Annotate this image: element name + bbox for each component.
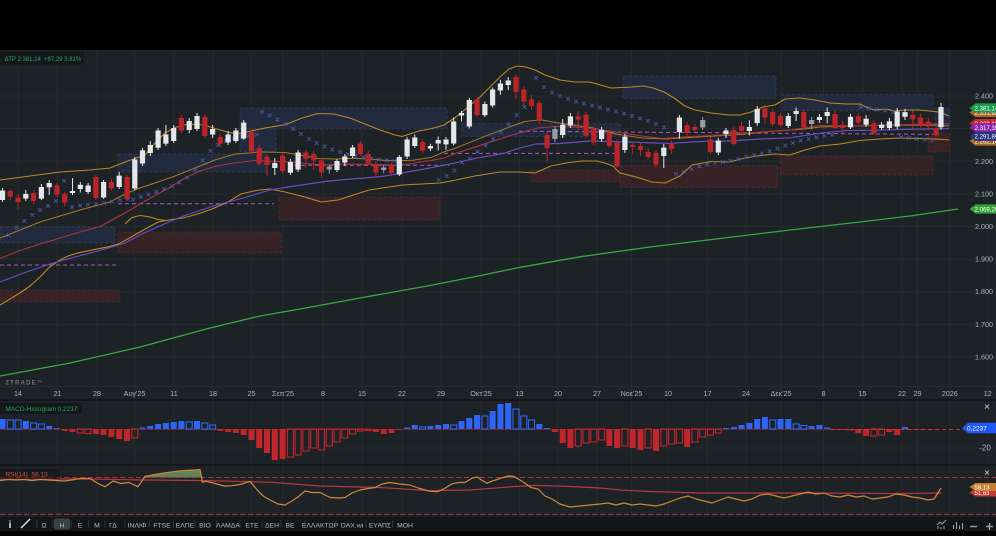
svg-text:2.317,35: 2.317,35	[975, 125, 996, 132]
svg-text:0,2237: 0,2237	[967, 425, 987, 432]
svg-text:FTSE: FTSE	[153, 523, 171, 530]
svg-text:Νοε'25: Νοε'25	[621, 389, 643, 398]
svg-text:13: 13	[516, 389, 524, 398]
svg-text:29: 29	[437, 389, 445, 398]
svg-text:i: i	[9, 520, 12, 531]
svg-text:ΕΤΕ: ΕΤΕ	[245, 523, 259, 530]
svg-text:10: 10	[664, 389, 672, 398]
svg-text:8: 8	[822, 389, 826, 398]
svg-text:25: 25	[248, 389, 256, 398]
svg-text:29: 29	[914, 389, 922, 398]
svg-text:✕: ✕	[984, 469, 991, 478]
svg-text:58,13: 58,13	[975, 485, 991, 491]
svg-text:+87,29 3,81%: +87,29 3,81%	[44, 57, 82, 63]
svg-text:ΕΛΠΕ: ΕΛΠΕ	[176, 523, 195, 530]
svg-text:Σεπ'25: Σεπ'25	[272, 389, 294, 398]
svg-text:24: 24	[742, 389, 750, 398]
svg-text:8: 8	[321, 389, 325, 398]
svg-text:-20: -20	[979, 444, 991, 453]
svg-text:2.069,20: 2.069,20	[975, 206, 996, 213]
svg-text:DAX.wi: DAX.wi	[341, 523, 364, 530]
svg-text:20: 20	[554, 389, 562, 398]
svg-text:ΔΤΡ 2.381,14: ΔΤΡ 2.381,14	[5, 57, 42, 63]
svg-text:ΕΛΛΑΚΤΩΡ: ΕΛΛΑΚΤΩΡ	[302, 523, 339, 530]
svg-text:Αυγ'25: Αυγ'25	[124, 389, 146, 398]
svg-text:Ω: Ω	[41, 523, 46, 530]
svg-text:ΔΕΗ: ΔΕΗ	[265, 523, 279, 530]
svg-text:Ε: Ε	[78, 523, 83, 530]
svg-text:1.900: 1.900	[975, 255, 993, 264]
svg-text:ΒΕ: ΒΕ	[285, 523, 295, 530]
svg-text:27: 27	[593, 389, 601, 398]
svg-text:2.100: 2.100	[975, 189, 993, 198]
svg-text:Η: Η	[60, 523, 65, 530]
svg-text:51,63: 51,63	[975, 491, 991, 497]
svg-text:22: 22	[398, 389, 406, 398]
svg-text:ΙΝΛΙΦ: ΙΝΛΙΦ	[128, 523, 147, 530]
svg-text:21: 21	[54, 389, 62, 398]
svg-text:2.400: 2.400	[975, 92, 993, 101]
svg-text:17: 17	[704, 389, 712, 398]
svg-text:1.700: 1.700	[975, 320, 993, 329]
svg-text:Δεκ'25: Δεκ'25	[771, 389, 792, 398]
svg-text:1.600: 1.600	[975, 353, 993, 362]
svg-text:0,2237: 0,2237	[58, 406, 78, 413]
svg-text:1.800: 1.800	[975, 287, 993, 296]
svg-text:22: 22	[898, 389, 906, 398]
svg-text:11: 11	[170, 389, 177, 398]
svg-text:ΜΟΗ: ΜΟΗ	[397, 523, 413, 530]
svg-text:15: 15	[859, 389, 867, 398]
svg-text:18: 18	[209, 389, 217, 398]
svg-text:2.200: 2.200	[975, 157, 993, 166]
svg-text:RSI(14) 58,13: RSI(14) 58,13	[5, 472, 48, 479]
svg-text:ΓΔ: ΓΔ	[109, 523, 117, 530]
svg-text:MACD-Histogram: MACD-Histogram	[5, 406, 56, 413]
svg-text:ΒΙΟ: ΒΙΟ	[199, 523, 211, 530]
svg-text:ZTRADE™: ZTRADE™	[5, 380, 44, 387]
svg-text:2.381,14: 2.381,14	[975, 105, 996, 112]
svg-text:Οκτ'25: Οκτ'25	[470, 389, 491, 398]
svg-text:2026: 2026	[942, 389, 958, 398]
svg-text:Μ: Μ	[94, 523, 100, 530]
svg-text:2.000: 2.000	[975, 222, 993, 231]
svg-text:2.291,89: 2.291,89	[975, 134, 996, 141]
svg-text:ΕΥΑΠΣ: ΕΥΑΠΣ	[369, 523, 391, 530]
svg-text:12: 12	[984, 389, 992, 398]
svg-text:28: 28	[93, 389, 101, 398]
svg-text:✕: ✕	[984, 403, 991, 412]
svg-text:14: 14	[14, 389, 22, 398]
svg-text:15: 15	[358, 389, 366, 398]
svg-text:ΛΑΜΔΑ: ΛΑΜΔΑ	[216, 523, 240, 530]
